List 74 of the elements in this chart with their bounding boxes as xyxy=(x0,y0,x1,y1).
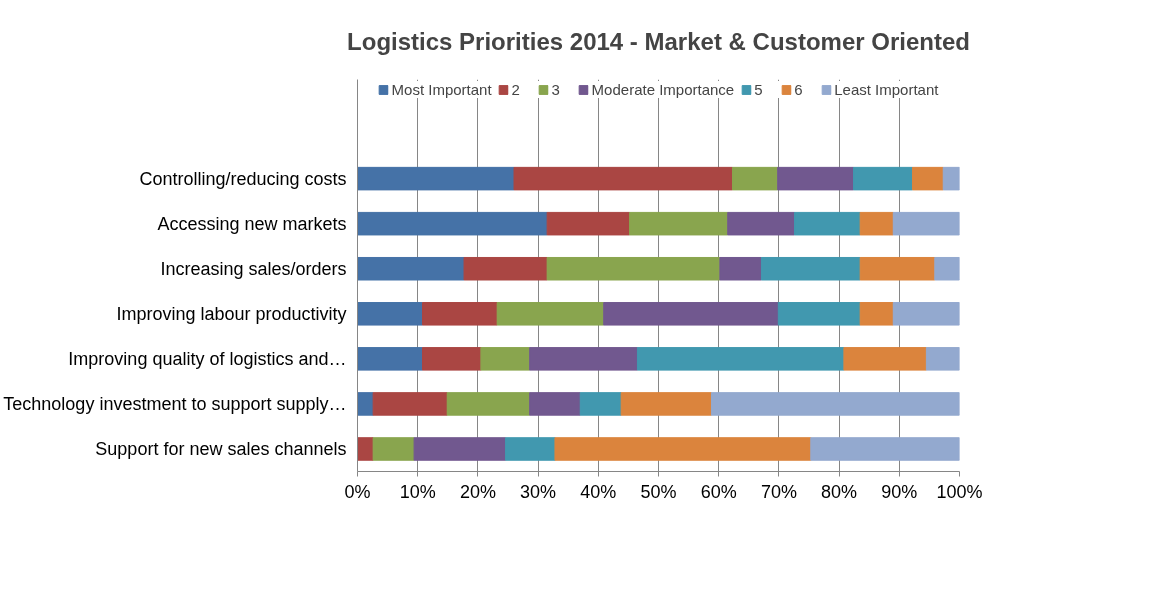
bar xyxy=(357,437,374,461)
bar xyxy=(554,437,812,461)
y-tick-label: Accessing new markets xyxy=(157,213,347,234)
bar xyxy=(372,392,448,416)
y-tick-label: Increasing sales/orders xyxy=(160,258,347,279)
legend-label: Least Important xyxy=(834,81,939,98)
bar xyxy=(727,211,796,236)
bar xyxy=(620,392,712,416)
x-tick-label: 70% xyxy=(760,481,797,502)
bar xyxy=(579,392,622,416)
bar xyxy=(357,392,374,416)
bar xyxy=(546,211,631,236)
x-tick-label: 50% xyxy=(640,481,677,502)
bar xyxy=(942,166,960,191)
bar xyxy=(422,347,482,371)
x-tick-label: 30% xyxy=(520,481,557,502)
bar xyxy=(794,211,861,236)
y-tick-label: Improving quality of logistics and… xyxy=(68,348,347,369)
x-tick-label: 90% xyxy=(881,481,918,502)
bar xyxy=(422,302,498,326)
x-tick-label: 80% xyxy=(821,481,858,502)
x-tick-label: 10% xyxy=(399,481,436,502)
bar xyxy=(777,166,855,191)
bar xyxy=(777,302,861,326)
bar xyxy=(892,302,960,326)
y-tick-label: Support for new sales channels xyxy=(95,438,347,459)
bar xyxy=(496,302,605,326)
chart-title: Logistics Priorities 2014 - Market & Customer Oriented xyxy=(347,27,970,55)
bar xyxy=(732,166,779,191)
bar xyxy=(463,256,548,281)
legend-label: 3 xyxy=(551,81,561,98)
bar xyxy=(357,166,515,191)
bar xyxy=(760,256,861,281)
bar xyxy=(853,166,914,191)
bar xyxy=(546,256,721,281)
bar xyxy=(710,392,960,416)
bar xyxy=(513,166,734,191)
bar xyxy=(636,347,845,371)
x-tick-label: 20% xyxy=(459,481,496,502)
bar xyxy=(603,302,779,326)
legend-label: 2 xyxy=(511,81,521,98)
x-tick-label: 40% xyxy=(580,481,617,502)
legend-label: Moderate Importance xyxy=(591,81,735,98)
bar xyxy=(843,347,927,371)
bar xyxy=(372,437,415,461)
bar xyxy=(859,256,936,281)
bar xyxy=(925,347,960,371)
bar xyxy=(446,392,531,416)
bar xyxy=(529,392,581,416)
bar xyxy=(934,256,960,281)
bar xyxy=(719,256,762,281)
bar xyxy=(357,347,424,371)
bar xyxy=(629,211,729,236)
bar xyxy=(480,347,531,371)
bar xyxy=(357,302,424,326)
legend-label: 5 xyxy=(754,81,764,98)
bar xyxy=(892,211,960,236)
legend-label: Most Important xyxy=(391,81,492,98)
bar xyxy=(357,211,548,236)
bar xyxy=(505,437,556,461)
bar xyxy=(859,211,894,236)
y-tick-label: Controlling/reducing costs xyxy=(139,168,347,189)
legend-label: 6 xyxy=(794,81,804,98)
bar xyxy=(912,166,944,191)
bar xyxy=(810,437,960,461)
bar xyxy=(859,302,894,326)
x-tick-label: 60% xyxy=(700,481,737,502)
y-tick-label: Improving labour productivity xyxy=(116,303,347,324)
bar xyxy=(357,256,465,281)
bar xyxy=(529,347,638,371)
x-tick-label: 100% xyxy=(936,481,983,502)
x-tick-label: 0% xyxy=(344,481,371,502)
y-tick-label: Technology investment to support supply… xyxy=(3,393,347,414)
bar xyxy=(413,437,507,461)
